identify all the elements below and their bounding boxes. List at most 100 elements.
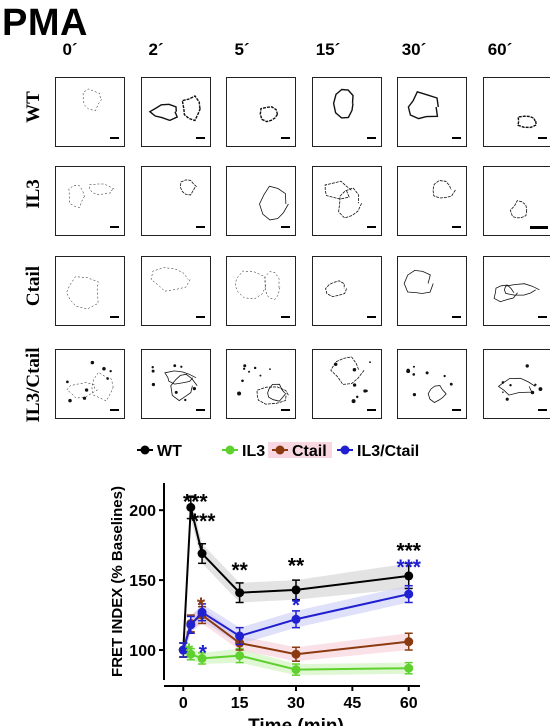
speck [449,382,453,386]
significance-marker: ** [288,555,305,578]
x-tick-label: 0 [179,695,188,712]
data-point [235,651,245,661]
cell-outline [259,185,289,221]
speck [412,365,415,368]
speck [192,386,197,391]
data-point [291,649,301,659]
speck [68,398,72,403]
cell-outline [181,95,201,122]
y-axis-label: FRET INDEX (% Baselines) [109,486,126,677]
speck [151,366,154,369]
scale-bar [538,137,547,139]
micrograph-panel [483,349,550,419]
scale-bar [110,137,119,139]
micrograph-panel [483,77,550,147]
cell-outline [330,356,365,385]
speck [180,365,183,368]
scale-bar [367,226,376,228]
time-label-15: 15´ [315,40,341,59]
x-tick-label: 15 [231,695,249,712]
data-point [235,631,245,641]
scale-bar [530,226,548,229]
speck [248,370,251,373]
significance-marker: * [185,640,194,663]
cell-outline [407,90,439,120]
data-point [404,663,414,673]
speck [412,373,416,376]
cell-outline [89,183,115,195]
row-label-il3: IL3 [23,179,44,209]
data-point [178,645,188,655]
x-tick-label: 60 [400,695,418,712]
cell-outline [517,115,537,129]
micrograph-panel [55,77,125,147]
speck [352,368,357,372]
speck [173,364,177,368]
scale-bar [452,137,461,139]
cell-outline [66,382,98,399]
scale-bar [196,226,205,228]
data-point [404,637,414,647]
cell-outline [179,179,198,196]
legend-marker [275,445,285,455]
fret-chart: WT IL3 Ctail IL3/Ctail 100 150 200 0 15 30 45 60 Tim… [109,442,422,726]
legend-label: IL3 [242,443,265,460]
data-point [235,588,245,598]
speck [502,391,504,394]
speck [530,390,535,395]
cell-outline [267,383,287,402]
x-tick-label: 45 [343,695,361,712]
row-label-il3-ctail: IL3/Ctail [23,347,44,423]
time-label-60: 60´ [487,40,513,59]
speck [352,383,357,387]
legend-marker [225,445,235,455]
scale-bar [110,316,119,318]
scale-bar [281,409,290,411]
cell-outline [509,200,528,219]
speck [106,377,109,380]
speck [253,366,257,370]
cell-outline [82,88,102,111]
scale-bar [281,316,290,318]
y-tick-label: 150 [129,573,156,590]
data-point [186,620,196,630]
micrograph-panel [55,349,125,419]
legend-label: IL3/Ctail [357,443,419,460]
x-axis-label: Time (min) [248,716,344,726]
legend-band [268,442,332,458]
micrograph-panel [55,166,125,236]
scale-bar [196,316,205,318]
cell-outline [493,284,518,303]
data-point [291,665,301,675]
micrograph-panel [55,256,125,326]
time-label-30: 30´ [401,40,427,59]
cell-outline [170,373,198,402]
scale-bar [367,316,376,318]
series-line [182,507,409,651]
scale-bar [110,409,119,411]
cell-outline [503,283,540,296]
scale-bar [196,137,205,139]
cell-outline [150,267,191,292]
data-point [404,589,414,599]
scale-bar [281,137,290,139]
row-label-wt: WT [23,91,44,123]
micrograph-panel [312,77,382,147]
micrograph-panel [312,349,382,419]
cell-outline [256,386,289,405]
speck [151,369,155,373]
micrograph-panel [226,77,296,147]
cell-outline [432,180,456,199]
speck [241,379,244,383]
significance-marker: * [199,641,208,664]
speck [351,399,356,404]
significance-marker: ** [231,559,248,582]
cell-outline [234,270,266,300]
speck [509,383,512,387]
speck [425,371,429,375]
micrograph-panel [141,349,211,419]
cell-outline [332,88,354,119]
cell-outline [403,269,434,294]
scale-bar [452,226,461,228]
data-point [291,585,301,595]
